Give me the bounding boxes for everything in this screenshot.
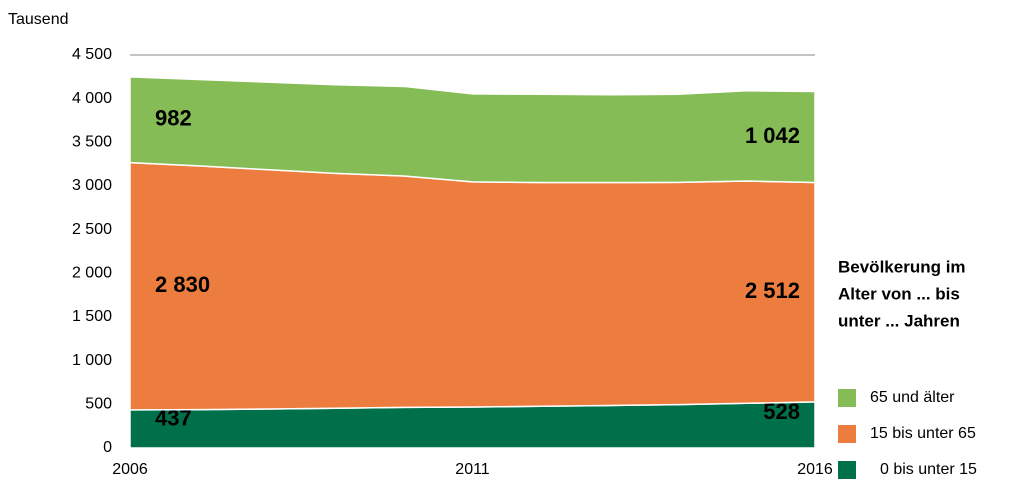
legend-label: 15 bis unter 65 <box>870 425 976 442</box>
legend-label: 65 und älter <box>870 389 955 406</box>
legend-swatch <box>838 461 856 479</box>
legend-title: unter ... Jahren <box>838 311 960 330</box>
y-tick-label: 4 500 <box>72 46 112 63</box>
y-tick-label: 2 000 <box>72 265 112 282</box>
data-label: 982 <box>155 106 192 131</box>
y-tick-label: 0 <box>103 439 112 456</box>
x-tick-label: 2016 <box>797 461 833 478</box>
y-tick-label: 2 500 <box>72 221 112 238</box>
legend-label: 0 bis unter 15 <box>880 461 977 478</box>
legend-swatch <box>838 389 856 407</box>
x-tick-label: 2011 <box>455 461 490 478</box>
x-tick-label: 2006 <box>112 461 148 478</box>
y-tick-label: 500 <box>85 396 112 413</box>
legend-title: Bevölkerung im <box>838 257 966 276</box>
legend-swatch <box>838 425 856 443</box>
y-tick-label: 4 000 <box>72 90 112 107</box>
data-label: 2 830 <box>155 272 210 297</box>
y-tick-label: 1 000 <box>72 352 112 369</box>
y-tick-label: 3 000 <box>72 177 112 194</box>
y-tick-label: 1 500 <box>72 308 112 325</box>
area <box>129 76 816 184</box>
y-axis-label: Tausend <box>8 11 69 28</box>
data-label: 1 042 <box>745 123 800 148</box>
area <box>129 161 816 411</box>
data-label: 2 512 <box>745 278 800 303</box>
legend-title: Alter von ... bis <box>838 284 960 303</box>
y-tick-label: 3 500 <box>72 134 112 151</box>
